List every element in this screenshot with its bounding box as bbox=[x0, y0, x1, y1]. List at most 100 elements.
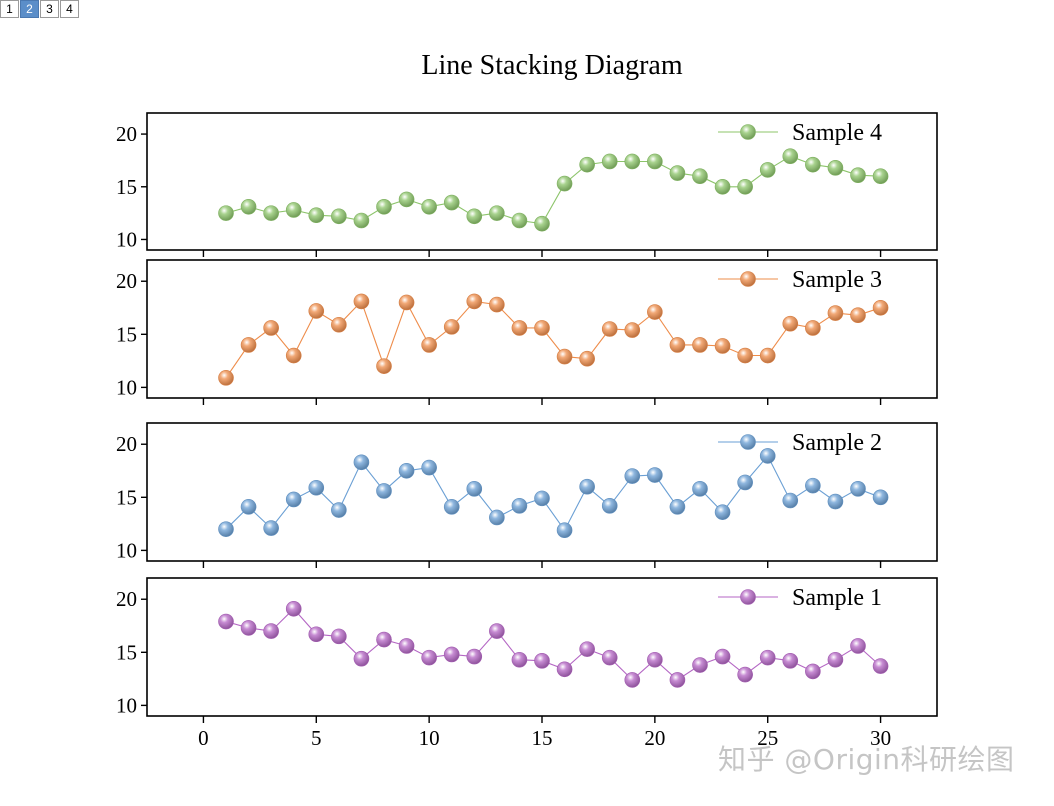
data-point bbox=[601, 497, 618, 514]
legend-marker bbox=[740, 124, 756, 140]
data-point bbox=[669, 672, 686, 688]
data-point bbox=[647, 651, 663, 668]
data-point bbox=[714, 504, 731, 520]
x-tick-label: 0 bbox=[198, 726, 209, 750]
data-point bbox=[692, 657, 708, 673]
data-point bbox=[556, 522, 573, 539]
legend-sample-4: Sample 4 bbox=[718, 120, 882, 146]
data-point bbox=[872, 168, 889, 185]
data-point bbox=[692, 481, 708, 497]
data-point bbox=[421, 198, 437, 215]
data-point bbox=[737, 347, 753, 364]
data-point bbox=[398, 462, 415, 479]
data-point bbox=[218, 521, 234, 537]
data-point bbox=[511, 212, 528, 229]
legend-sample-2: Sample 2 bbox=[718, 430, 882, 456]
x-tick-label: 15 bbox=[532, 726, 553, 750]
page-tab-1[interactable]: 1 bbox=[0, 0, 19, 18]
data-point bbox=[443, 499, 460, 515]
data-point bbox=[308, 626, 325, 643]
data-point bbox=[647, 304, 663, 320]
data-point bbox=[579, 350, 595, 367]
data-point bbox=[805, 477, 821, 494]
series-line-sample-2 bbox=[225, 454, 881, 532]
data-point bbox=[850, 638, 866, 654]
data-point bbox=[511, 651, 528, 668]
data-point bbox=[308, 207, 325, 224]
data-point bbox=[579, 156, 595, 173]
legend-sample-1: Sample 1 bbox=[718, 585, 882, 611]
data-point bbox=[421, 459, 437, 476]
data-point bbox=[692, 337, 708, 353]
x-tick-label: 30 bbox=[870, 726, 891, 750]
data-point bbox=[624, 672, 641, 688]
page-tab-4[interactable]: 4 bbox=[60, 0, 79, 18]
data-point bbox=[872, 299, 889, 316]
legend-label: Sample 3 bbox=[792, 267, 882, 293]
data-point bbox=[737, 474, 753, 491]
data-point bbox=[579, 641, 595, 657]
x-tick-label: 25 bbox=[757, 726, 778, 750]
data-point bbox=[398, 191, 415, 208]
data-point bbox=[714, 338, 731, 354]
data-point bbox=[263, 520, 279, 536]
data-point bbox=[782, 652, 799, 669]
data-point bbox=[353, 650, 370, 667]
data-point bbox=[601, 321, 618, 337]
data-point bbox=[737, 666, 753, 683]
data-point bbox=[782, 148, 799, 165]
data-point bbox=[466, 293, 483, 310]
page-tab-2[interactable]: 2 bbox=[20, 0, 39, 18]
data-point bbox=[218, 613, 234, 630]
data-point bbox=[331, 208, 347, 225]
panel-sample-4: 10 15 20 Sample 4 bbox=[116, 112, 938, 257]
y-tick-label: 15 bbox=[116, 322, 137, 346]
data-point bbox=[218, 370, 234, 386]
data-point bbox=[601, 153, 618, 170]
series-line-sample-4 bbox=[225, 155, 881, 225]
data-point bbox=[376, 631, 392, 648]
data-point bbox=[331, 628, 347, 645]
data-point bbox=[782, 492, 799, 509]
data-point bbox=[669, 337, 686, 353]
page-tab-3[interactable]: 3 bbox=[40, 0, 59, 18]
series-line-sample-1 bbox=[225, 608, 881, 681]
data-point bbox=[308, 479, 325, 496]
data-point bbox=[263, 320, 279, 336]
data-point bbox=[534, 490, 550, 507]
data-point bbox=[240, 620, 257, 636]
data-point bbox=[872, 658, 889, 674]
data-point bbox=[714, 178, 731, 195]
data-point bbox=[331, 502, 347, 518]
data-point bbox=[759, 162, 776, 178]
chart-panels: 10 15 20 Sample 4 10 15 20 Sample 3 10 15 20 Sample… bbox=[116, 112, 938, 750]
data-point bbox=[285, 491, 302, 508]
legend-marker bbox=[740, 271, 756, 287]
legend-sample-3: Sample 3 bbox=[718, 267, 882, 293]
data-point bbox=[805, 156, 821, 173]
data-point bbox=[443, 646, 460, 663]
data-point bbox=[376, 358, 392, 374]
data-point bbox=[737, 178, 753, 195]
panel-sample-3: 10 15 20 Sample 3 bbox=[116, 259, 938, 405]
data-point bbox=[827, 651, 844, 668]
data-point bbox=[534, 320, 550, 336]
data-point bbox=[466, 481, 483, 497]
data-point bbox=[263, 623, 279, 639]
data-point bbox=[353, 212, 370, 229]
y-tick-label: 20 bbox=[116, 587, 137, 611]
data-point bbox=[511, 497, 528, 514]
legend-label: Sample 1 bbox=[792, 585, 882, 611]
data-point bbox=[669, 499, 686, 515]
data-point bbox=[556, 175, 573, 192]
data-point bbox=[556, 348, 573, 365]
data-point bbox=[285, 600, 302, 617]
data-point bbox=[805, 320, 821, 336]
x-tick-label: 20 bbox=[644, 726, 665, 750]
data-point bbox=[489, 205, 505, 221]
y-tick-label: 10 bbox=[116, 538, 137, 562]
data-point bbox=[398, 294, 415, 311]
chart-title: Line Stacking Diagram bbox=[421, 50, 682, 81]
data-point bbox=[443, 319, 460, 335]
series-line-sample-3 bbox=[225, 300, 881, 379]
